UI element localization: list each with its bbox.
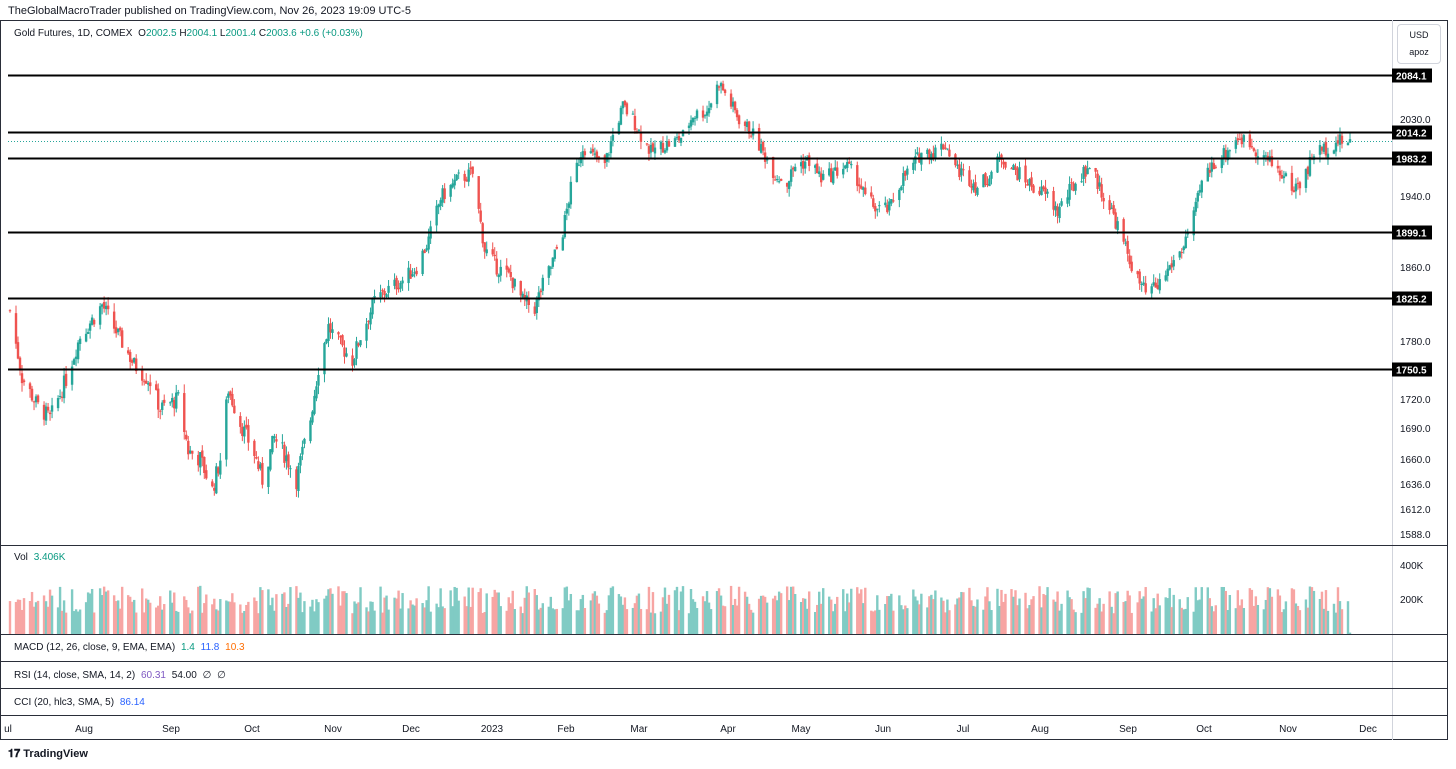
pane-divider-macd[interactable] [0, 634, 1448, 635]
volume-legend[interactable]: Vol 3.406K [14, 552, 65, 563]
publisher-caption: TheGlobalMacroTrader published on Tradin… [8, 5, 411, 17]
pane-divider-time [0, 715, 1448, 716]
tradingview-logo-icon: 𝟏𝟕 [8, 748, 21, 760]
price-axis-divider [1392, 20, 1393, 740]
pane-divider-rsi[interactable] [0, 661, 1448, 662]
chart-frame [0, 20, 1448, 740]
macd-legend[interactable]: MACD (12, 26, close, 9, EMA, EMA) 1.4 11… [14, 642, 245, 653]
change-value: +0.6 (+0.03%) [299, 28, 363, 39]
pane-divider-volume[interactable] [0, 545, 1448, 546]
open-value: 2002.5 [145, 28, 177, 39]
rsi-value-1: 60.31 [140, 670, 166, 681]
cci-label: CCI (20, hlc3, SMA, 5) [14, 697, 115, 708]
close-label: C [258, 28, 267, 39]
macd-value-3: 10.3 [225, 642, 245, 653]
rsi-legend[interactable]: RSI (14, close, SMA, 14, 2) 60.31 54.00 … [14, 670, 226, 681]
tradingview-logo[interactable]: 𝟏𝟕 TradingView [8, 748, 88, 761]
pane-divider-cci[interactable] [0, 688, 1448, 689]
ticker-legend[interactable]: Gold Futures, 1D, COMEX O2002.5 H2004.1 … [14, 28, 363, 39]
volume-value: 3.406K [33, 552, 66, 563]
close-value: 2003.6 [266, 28, 297, 39]
currency-unit: apoz [1409, 47, 1429, 57]
macd-value-1: 1.4 [180, 642, 195, 653]
high-label: H [179, 28, 187, 39]
currency-code: USD [1409, 30, 1429, 40]
low-label: L [219, 28, 226, 39]
cci-value: 86.14 [119, 697, 145, 708]
rsi-value-2: 54.00 [171, 670, 197, 681]
rsi-label: RSI (14, close, SMA, 14, 2) [14, 670, 136, 681]
low-value: 2001.4 [225, 28, 257, 39]
volume-label: Vol [14, 552, 28, 563]
rsi-value-4: ∅ [217, 670, 226, 681]
open-label: O [138, 28, 146, 39]
brand-name: TradingView [23, 748, 88, 760]
macd-value-2: 11.8 [200, 642, 220, 653]
macd-label: MACD (12, 26, close, 9, EMA, EMA) [14, 642, 176, 653]
symbol-name[interactable]: Gold Futures, 1D, COMEX [14, 28, 133, 39]
rsi-value-3: ∅ [202, 670, 212, 681]
high-value: 2004.1 [186, 28, 218, 39]
cci-legend[interactable]: CCI (20, hlc3, SMA, 5) 86.14 [14, 697, 145, 708]
currency-unit-selector[interactable]: USD apoz [1397, 24, 1441, 64]
